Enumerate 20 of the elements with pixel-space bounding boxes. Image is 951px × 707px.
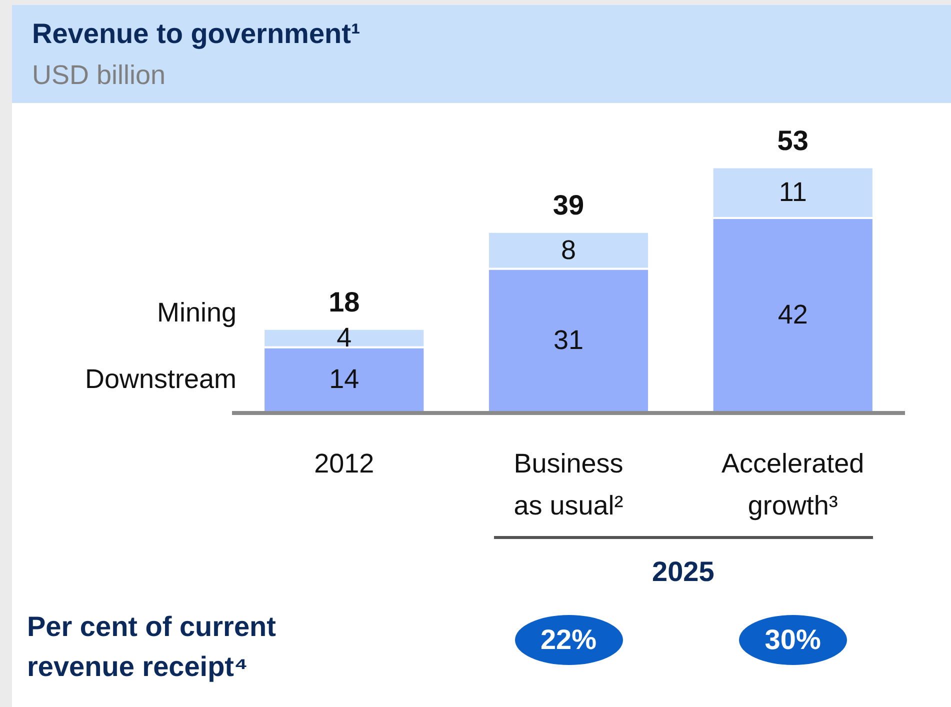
x-tick-label: 2012 — [314, 448, 374, 478]
text: Per cent of current revenue receipt⁴ — [27, 610, 277, 684]
x-tick-label: Business as usual² — [514, 448, 624, 520]
total-label: 53 — [777, 124, 808, 156]
text: 30% — [764, 624, 822, 656]
text: 22% — [539, 624, 598, 656]
chart-title: Revenue to government¹ — [32, 18, 360, 50]
chart-subtitle: USD billion — [32, 60, 166, 91]
data-label: 14 — [329, 364, 360, 394]
data-label: 8 — [560, 234, 576, 265]
x-tick-label: Accelerated growth³ — [722, 448, 864, 520]
series-label: Downstream — [84, 364, 237, 394]
data-label: 42 — [778, 299, 808, 330]
total-label: 18 — [328, 286, 360, 318]
total-label: 39 — [552, 190, 584, 221]
text: 2025 — [651, 556, 716, 588]
series-label: Mining — [156, 297, 237, 328]
data-label: 31 — [553, 324, 584, 355]
data-label: 11 — [778, 177, 807, 208]
data-label: 4 — [336, 322, 352, 353]
